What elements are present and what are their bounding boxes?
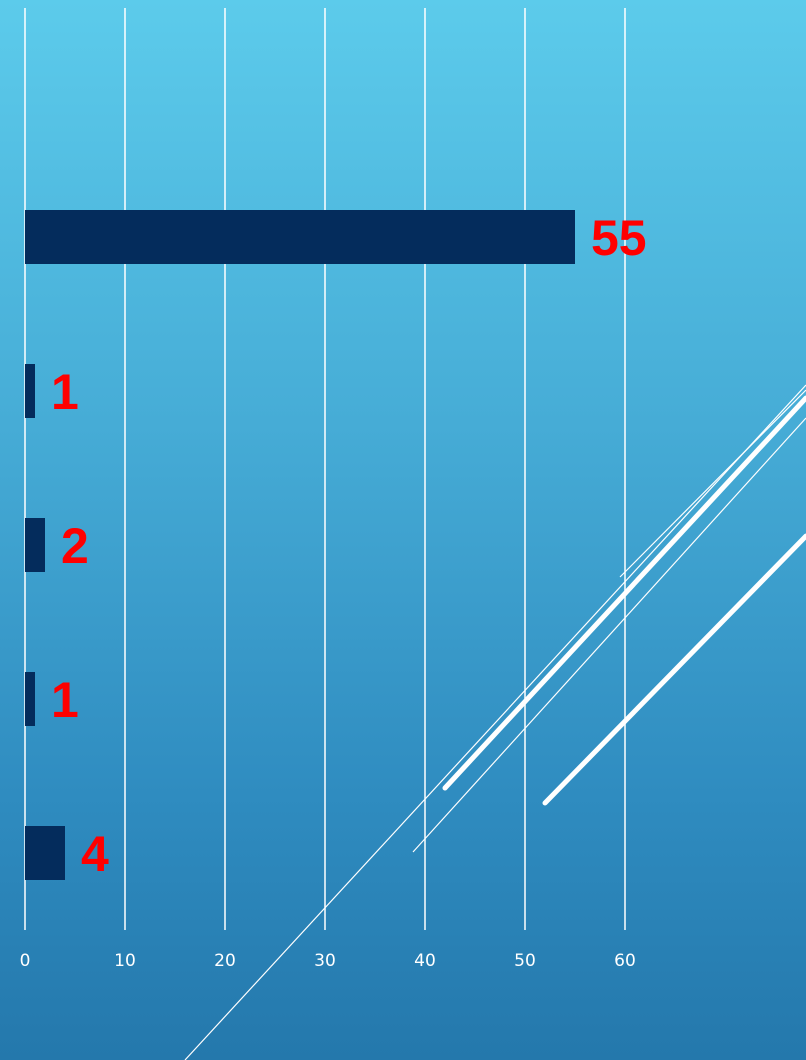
- decorative-line: [184, 384, 806, 1060]
- decorative-line: [619, 389, 806, 578]
- x-tick-label: 0: [20, 951, 31, 971]
- bar: [25, 518, 45, 572]
- bar: [25, 364, 35, 418]
- data-label: 1: [51, 672, 79, 728]
- x-tick-label: 40: [414, 951, 436, 971]
- bars: [25, 210, 575, 880]
- decorative-line: [542, 533, 806, 806]
- x-tick-label: 10: [114, 951, 136, 971]
- data-label: 1: [51, 364, 79, 420]
- decorative-diagonal-lines: [184, 384, 806, 1060]
- x-tick-label: 50: [514, 951, 536, 971]
- decorative-line: [412, 417, 806, 853]
- data-label: 55: [591, 210, 647, 266]
- data-label: 2: [61, 518, 89, 574]
- data-labels: 55 1 2 1 4: [51, 210, 647, 882]
- x-tick-label: 30: [314, 951, 336, 971]
- bar: [25, 826, 65, 880]
- x-axis-ticks: 0 10 20 30 40 50 60: [20, 951, 636, 971]
- data-label: 4: [81, 826, 109, 882]
- bar: [25, 210, 575, 264]
- x-tick-label: 20: [214, 951, 236, 971]
- gridlines: [24, 8, 626, 930]
- bar: [25, 672, 35, 726]
- x-tick-label: 60: [614, 951, 636, 971]
